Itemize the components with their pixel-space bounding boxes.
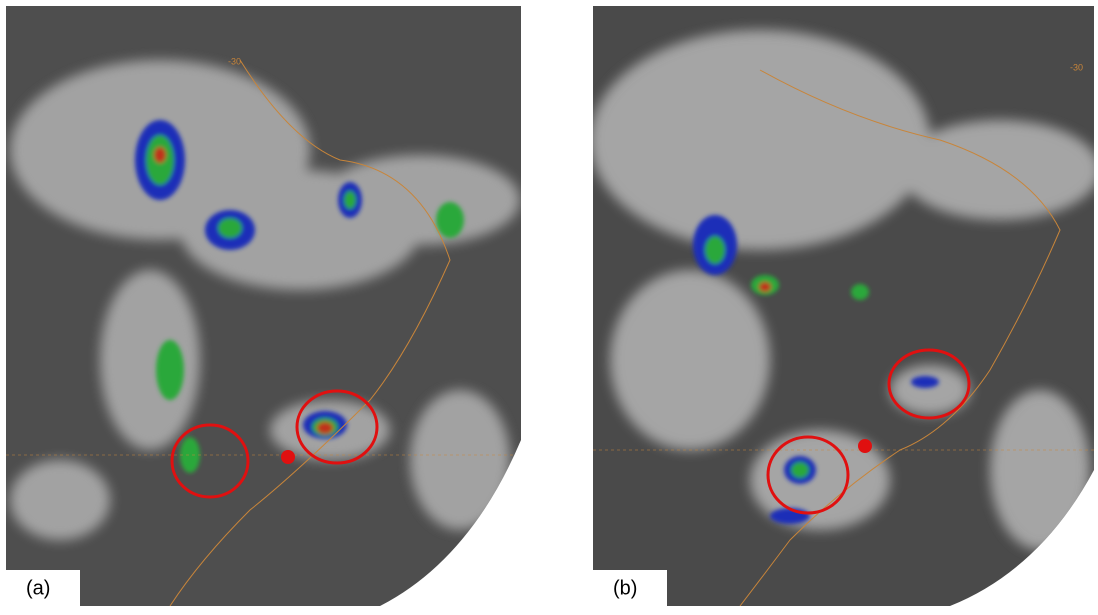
- figure: -30 (a): [0, 0, 1098, 610]
- grid-label: -30: [228, 56, 241, 66]
- grid-label: -30: [1070, 62, 1083, 72]
- panel-a: -30 (a): [6, 6, 521, 606]
- panel-label: (b): [613, 577, 637, 599]
- panel-b: -30 (b): [590, 6, 1098, 606]
- location-dot: [858, 439, 872, 453]
- location-dot: [281, 450, 295, 464]
- panel-label: (a): [26, 577, 50, 599]
